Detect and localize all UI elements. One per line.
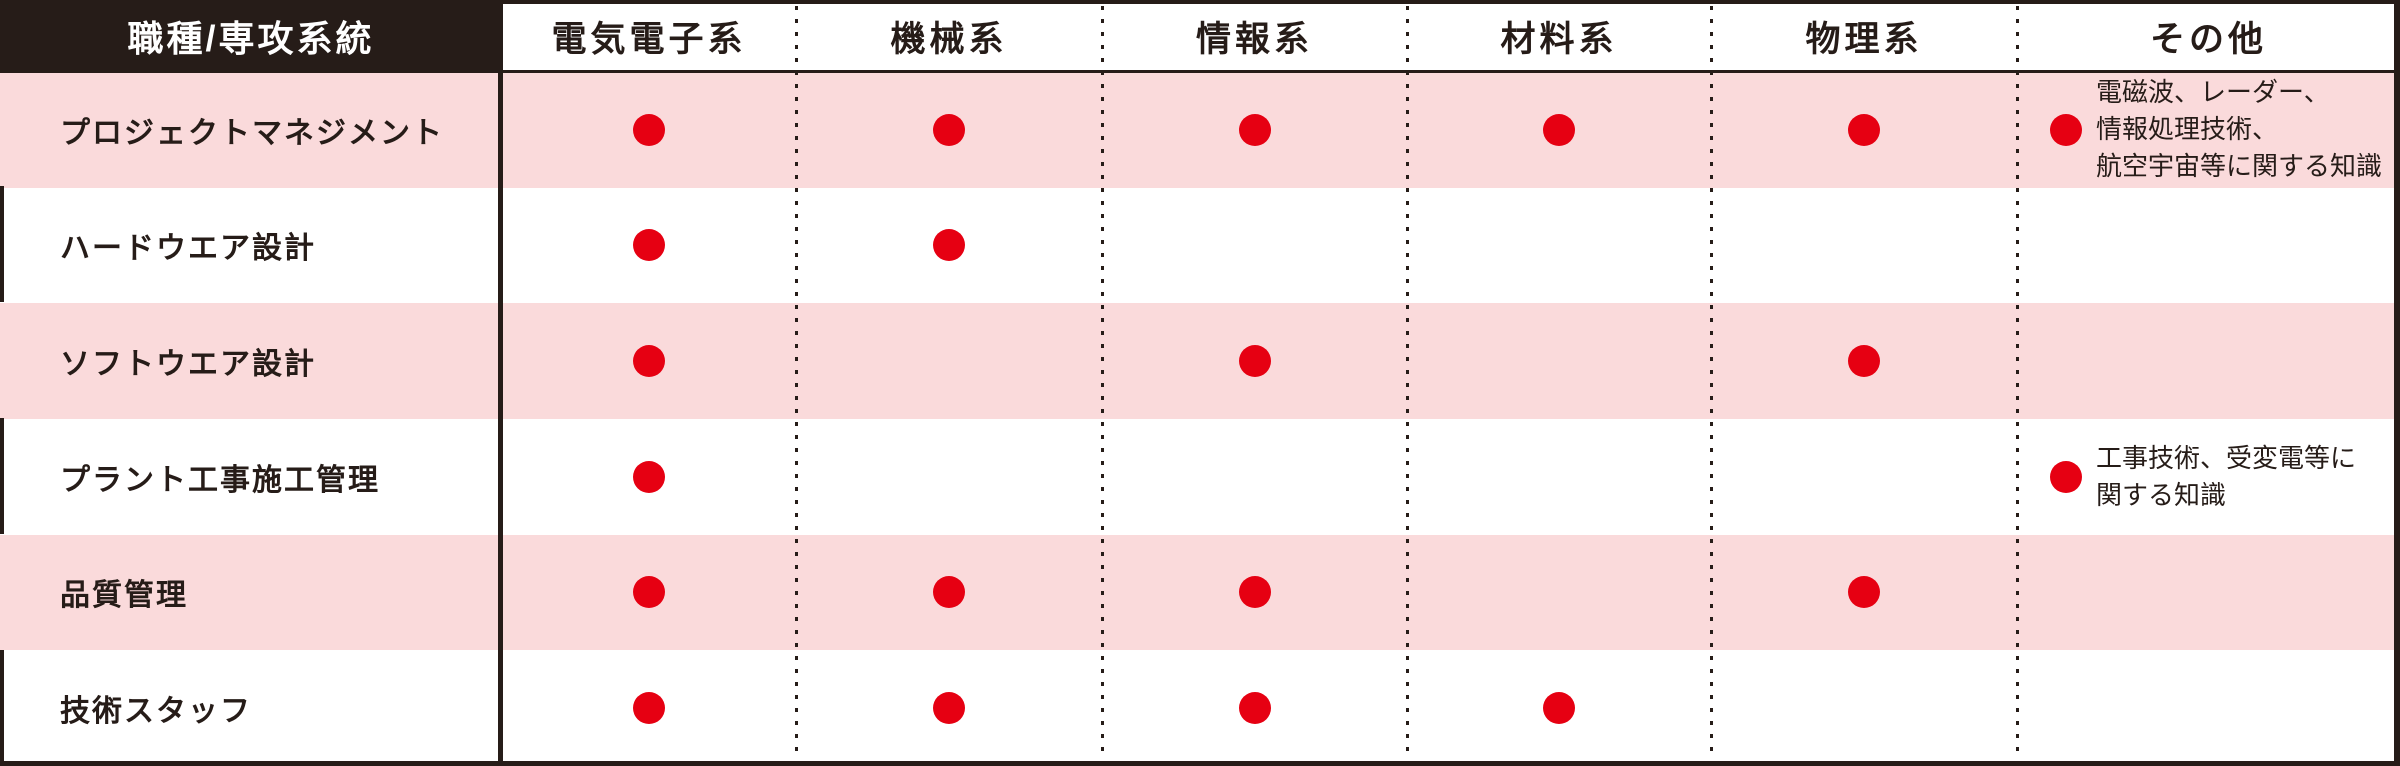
matrix-cell — [796, 650, 1102, 766]
matrix-cell — [2017, 303, 2400, 419]
matrix-cell — [796, 188, 1102, 304]
dot-marker — [1238, 692, 1271, 725]
dot-marker — [2050, 460, 2082, 493]
dot-marker — [633, 345, 665, 378]
matrix-cell: 工事技術、受変電等に 関する知識 — [2017, 419, 2400, 535]
dot-marker — [933, 229, 965, 262]
dot-marker — [633, 113, 665, 146]
dot-marker — [1238, 345, 1271, 378]
matrix-cell — [2017, 188, 2400, 304]
corner-header: 職種/専攻系統 — [0, 0, 502, 72]
row-label: 品質管理 — [60, 579, 188, 613]
dot-marker — [1848, 345, 1880, 378]
matrix-cell — [502, 535, 796, 651]
matrix-cell — [2017, 650, 2400, 766]
matrix-cell — [2017, 535, 2400, 651]
row-label: ハードウエア設計 — [60, 232, 316, 266]
matrix-cell — [1407, 303, 1711, 419]
dot-marker — [633, 692, 665, 725]
matrix-cell — [1407, 72, 1711, 188]
dot-marker — [1238, 576, 1271, 609]
dot-marker — [1543, 692, 1575, 725]
dot-marker — [933, 113, 965, 146]
matrix-cell — [502, 188, 796, 304]
matrix-cell — [1102, 650, 1407, 766]
matrix-cell — [502, 72, 796, 188]
matrix-cell — [796, 535, 1102, 651]
column-header-electrical: 電気電子系 — [502, 0, 796, 72]
dot-marker — [633, 460, 665, 493]
dot-marker — [1848, 113, 1880, 146]
dot-marker — [1238, 113, 1271, 146]
row-label: プロジェクトマネジメント — [60, 116, 444, 150]
matrix-cell — [1102, 303, 1407, 419]
matrix-cell — [502, 650, 796, 766]
table-row: 品質管理 — [0, 534, 2400, 651]
matrix-cell — [502, 303, 796, 419]
matrix-cell — [796, 303, 1102, 419]
column-header-mechanical: 機械系 — [796, 0, 1102, 72]
matrix-cell — [1711, 535, 2017, 651]
matrix-cell — [1711, 650, 2017, 766]
table-row: 技術スタッフ — [0, 650, 2400, 766]
column-header-physics: 物理系 — [1711, 0, 2017, 72]
matrix-cell — [796, 72, 1102, 188]
matrix-cell — [1711, 72, 2017, 188]
matrix-cell: 電磁波、レーダー、 情報処理技術、 航空宇宙等に関する知識 — [2017, 72, 2400, 188]
matrix-cell — [1407, 188, 1711, 304]
column-header-other: その他 — [2017, 0, 2400, 72]
matrix-cell — [1407, 535, 1711, 651]
column-header-information: 情報系 — [1102, 0, 1407, 72]
header-row: 職種/専攻系統 電気電子系 機械系 情報系 材料系 物理系 その他 — [0, 0, 2400, 72]
matrix-cell — [796, 419, 1102, 535]
row-label: 技術スタッフ — [60, 695, 252, 729]
other-note-text: 電磁波、レーダー、 情報処理技術、 航空宇宙等に関する知識 — [2096, 77, 2383, 182]
matrix-cell — [1711, 188, 2017, 304]
matrix-cell — [1711, 303, 2017, 419]
table-body: プロジェクトマネジメント 電磁波、レーダー、 情報処理技術、 航空宇宙等に関する知識… — [0, 72, 2400, 766]
table-row: プラント工事施工管理 工事技術、受変電等に 関する知識 — [0, 419, 2400, 535]
dot-marker — [633, 229, 665, 262]
dot-marker — [2050, 113, 2082, 146]
dot-marker — [633, 576, 665, 609]
table-row: プロジェクトマネジメント 電磁波、レーダー、 情報処理技術、 航空宇宙等に関する知識 — [0, 72, 2400, 188]
table-row: ソフトウエア設計 — [0, 303, 2400, 419]
row-label: ソフトウエア設計 — [60, 348, 316, 382]
dot-marker — [933, 692, 965, 725]
matrix-cell — [502, 419, 796, 535]
matrix-cell — [1102, 188, 1407, 304]
column-header-materials: 材料系 — [1407, 0, 1711, 72]
matrix-cell — [1407, 419, 1711, 535]
matrix-cell — [1102, 535, 1407, 651]
dot-marker — [1848, 576, 1880, 609]
matrix-cell — [1102, 419, 1407, 535]
other-note-text: 工事技術、受変電等に 関する知識 — [2096, 442, 2357, 510]
dot-marker — [933, 576, 965, 609]
row-label: プラント工事施工管理 — [60, 463, 380, 497]
matrix-cell — [1711, 419, 2017, 535]
dot-marker — [1543, 113, 1575, 146]
table-row: ハードウエア設計 — [0, 188, 2400, 304]
matrix-cell — [1102, 72, 1407, 188]
matrix-cell — [1407, 650, 1711, 766]
